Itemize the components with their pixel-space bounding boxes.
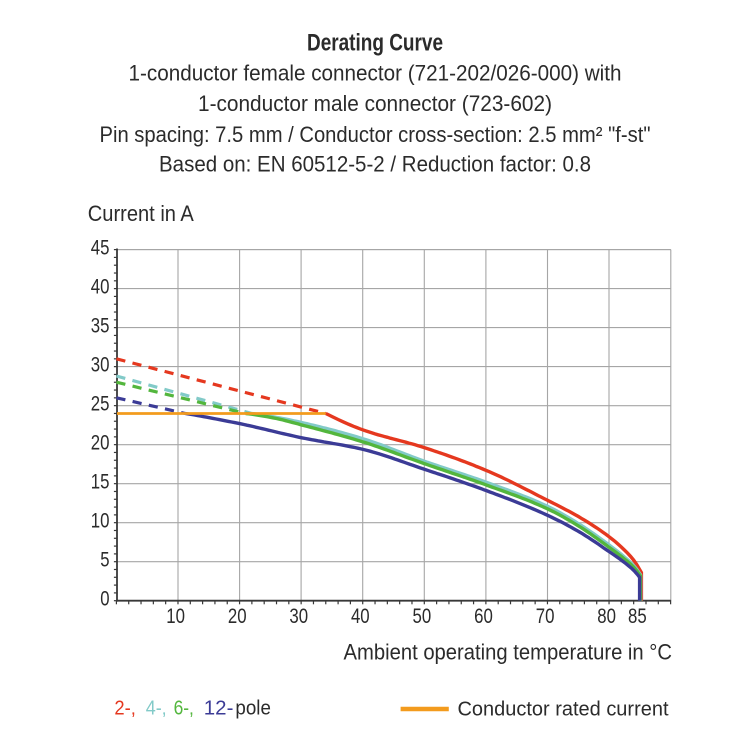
svg-text:40: 40: [351, 605, 370, 628]
svg-text:0: 0: [100, 588, 109, 611]
svg-text:25: 25: [91, 393, 110, 416]
svg-text:Current in A: Current in A: [88, 201, 194, 226]
svg-text:5: 5: [100, 549, 109, 572]
svg-text:50: 50: [413, 605, 432, 628]
svg-text:pole: pole: [235, 697, 271, 720]
svg-text:2-,: 2-,: [114, 697, 135, 720]
svg-text:Derating Curve: Derating Curve: [307, 30, 443, 57]
svg-text:6-,: 6-,: [174, 697, 194, 720]
svg-text:10: 10: [166, 605, 185, 628]
svg-text:15: 15: [91, 471, 110, 494]
svg-text:40: 40: [91, 276, 110, 299]
svg-text:1-conductor male connector (72: 1-conductor male connector (723-602): [198, 91, 552, 116]
svg-text:4-,: 4-,: [146, 697, 167, 720]
svg-text:20: 20: [91, 432, 110, 455]
svg-text:Pin spacing: 7.5 mm / Conducto: Pin spacing: 7.5 mm / Conductor cross-se…: [100, 122, 651, 147]
svg-text:12-: 12-: [204, 697, 234, 720]
svg-text:45: 45: [91, 237, 110, 260]
svg-text:30: 30: [289, 605, 308, 628]
svg-text:35: 35: [91, 315, 110, 338]
svg-text:80: 80: [597, 605, 616, 628]
svg-text:Conductor rated current: Conductor rated current: [458, 697, 669, 720]
svg-text:Based on: EN 60512-5-2 / Reduc: Based on: EN 60512-5-2 / Reduction facto…: [159, 152, 591, 177]
svg-text:Ambient operating temperature: Ambient operating temperature in °C: [344, 640, 673, 665]
svg-text:85: 85: [628, 605, 647, 628]
svg-text:1-conductor female connector (: 1-conductor female connector (721-202/02…: [129, 60, 622, 85]
svg-text:20: 20: [228, 605, 247, 628]
svg-text:60: 60: [474, 605, 493, 628]
svg-text:30: 30: [91, 354, 110, 377]
svg-text:10: 10: [91, 510, 110, 533]
svg-text:70: 70: [536, 605, 555, 628]
